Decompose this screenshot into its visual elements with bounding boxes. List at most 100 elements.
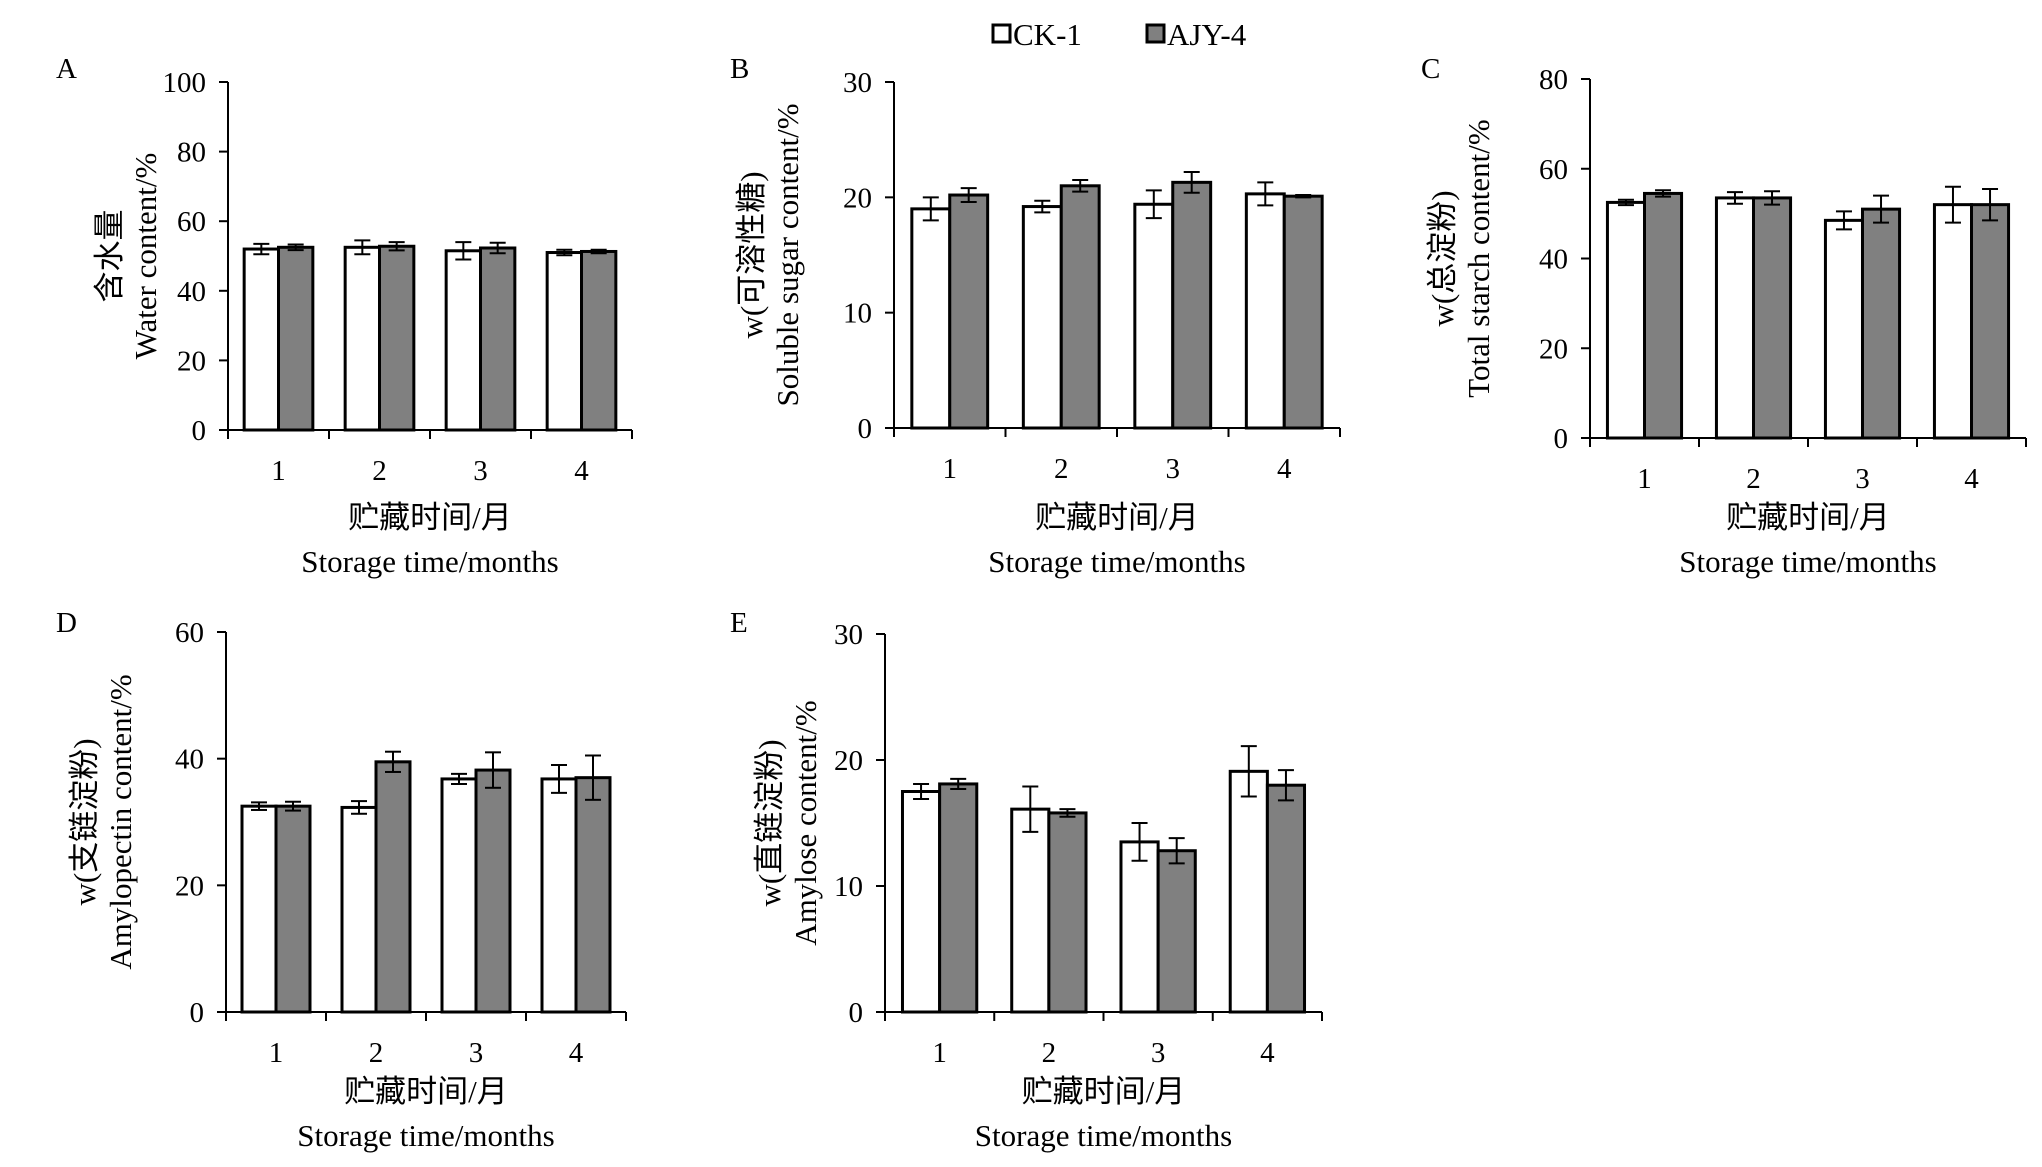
bar-ajy-4-month-3 [479, 246, 517, 432]
x-tick-label: 1 [271, 455, 286, 487]
y-axis-title-en: Total starch content/% [1461, 119, 1496, 397]
chart-panel-e: E 0 10 20 30 1 2 3 4 贮藏时间/月 Storage time/months w(直… [730, 607, 1323, 1153]
y-tick-label: 40 [177, 276, 206, 308]
y-tick-label: 20 [175, 870, 204, 902]
x-tick-label: 1 [269, 1037, 284, 1069]
panel-letter: D [56, 607, 77, 639]
bar-ajy-4-month-2 [1059, 184, 1101, 430]
x-tick-label: 1 [1637, 463, 1652, 495]
bar-ck-1-month-1 [1605, 200, 1646, 440]
x-axis-title-cn: 贮藏时间/月 [1022, 1074, 1186, 1109]
y-axis-title: w(总淀粉)Total starch content/% [1425, 119, 1496, 397]
bar-ck-1-month-2 [1021, 205, 1063, 430]
bar-ck-1-month-2 [1714, 196, 1755, 440]
y-tick-label: 0 [849, 997, 864, 1029]
y-axis-title: 含水量Water content/% [92, 153, 163, 360]
x-axis-title-en: Storage time/months [297, 1118, 554, 1153]
x-tick-label: 2 [1042, 1037, 1057, 1069]
y-tick-label: 0 [190, 997, 205, 1029]
x-tick-label: 2 [372, 455, 387, 487]
x-axis-title-cn: 贮藏时间/月 [344, 1074, 508, 1109]
y-tick-label: 80 [1539, 64, 1568, 96]
bar-ck-1-month-3 [1823, 218, 1864, 440]
bar-ajy-4-month-2 [1752, 196, 1793, 440]
x-axis-title-en: Storage time/months [988, 544, 1245, 579]
y-tick-label: 60 [175, 617, 204, 649]
y-axis-title-en: Soluble sugar content/% [770, 103, 805, 406]
y-tick-label: 20 [834, 745, 863, 777]
y-axis-title-cn: w(可溶性糖) [734, 171, 769, 338]
chart-panel-a: A 0 20 40 60 80 100 1 2 3 4 贮藏时间/月 Storage time/mont… [56, 53, 633, 579]
y-axis-title: w(直链淀粉)Amylose content/% [752, 700, 823, 945]
x-tick-label: 4 [574, 455, 589, 487]
y-axis-title-cn: 含水量 [92, 210, 127, 303]
y-axis-title-en: Amylopectin content/% [103, 674, 138, 969]
bar-ajy-4-month-1 [948, 193, 990, 430]
y-axis-title-en: Amylose content/% [788, 700, 823, 945]
bar-ck-1-month-4 [1228, 769, 1269, 1014]
bar-ajy-4-month-3 [474, 768, 512, 1014]
x-tick-label: 3 [473, 455, 488, 487]
bar-ajy-4-month-4 [574, 776, 612, 1014]
bar-ck-1-month-4 [1244, 192, 1286, 430]
y-axis-title-cn: w(支链淀粉) [67, 738, 102, 905]
bar-ajy-4-month-3 [1861, 207, 1902, 440]
y-tick-label: 20 [177, 345, 206, 377]
bar-ck-1-month-4 [545, 251, 583, 432]
chart-panel-d: D 0 20 40 60 1 2 3 4 贮藏时间/月 Storage time/months w(支… [56, 607, 627, 1153]
y-tick-label: 10 [843, 298, 872, 330]
bar-ck-1-month-3 [440, 777, 478, 1014]
x-tick-label: 4 [1260, 1037, 1275, 1069]
y-axis-title: w(支链淀粉)Amylopectin content/% [67, 674, 138, 969]
bar-ck-1-month-3 [1133, 202, 1175, 430]
chart-panel-b: B 0 10 20 30 1 2 3 4 贮藏时间/月 Storage time/months w(可… [730, 53, 1341, 579]
bar-ajy-4-month-2 [378, 244, 416, 432]
y-tick-label: 10 [834, 871, 863, 903]
bar-ck-1-month-3 [1119, 840, 1160, 1014]
bar-ck-1-month-1 [240, 804, 278, 1014]
bar-ajy-4-month-2 [374, 760, 412, 1014]
x-tick-label: 2 [1054, 453, 1069, 485]
panel-letter: A [56, 53, 77, 85]
legend-swatch-ajy4 [1145, 23, 1166, 44]
y-axis-title-en: Water content/% [128, 153, 163, 360]
bar-ajy-4-month-1 [938, 782, 979, 1014]
bar-ajy-4-month-1 [277, 245, 315, 432]
bar-ck-1-month-2 [343, 245, 382, 432]
panel-letter: E [730, 607, 748, 639]
x-tick-label: 3 [1166, 453, 1181, 485]
bar-ck-1-month-1 [910, 207, 952, 430]
x-tick-label: 3 [1151, 1037, 1166, 1069]
x-axis-title-en: Storage time/months [1679, 544, 1936, 579]
y-tick-label: 0 [858, 413, 873, 445]
panel-letter: C [1421, 53, 1440, 85]
x-axis-title-en: Storage time/months [975, 1118, 1232, 1153]
bar-ck-1-month-3 [444, 249, 483, 432]
bar-ck-1-month-4 [540, 777, 578, 1014]
bar-ck-1-month-4 [1932, 203, 1973, 440]
bar-ajy-4-month-4 [580, 249, 618, 432]
y-tick-label: 20 [843, 182, 872, 214]
y-tick-label: 20 [1539, 333, 1568, 365]
legend-label-ck1: CK-1 [1013, 17, 1082, 52]
y-axis-title-cn: w(直链淀粉) [752, 739, 787, 906]
x-tick-label: 4 [569, 1037, 584, 1069]
x-axis-title-en: Storage time/months [301, 544, 558, 579]
y-tick-label: 30 [834, 619, 863, 651]
bar-ajy-4-month-3 [1171, 180, 1213, 430]
x-axis-title-cn: 贮藏时间/月 [348, 500, 512, 535]
bar-ck-1-month-2 [1010, 807, 1051, 1014]
x-axis-title-cn: 贮藏时间/月 [1035, 500, 1199, 535]
legend-swatch-ck1 [991, 23, 1012, 44]
y-tick-label: 30 [843, 67, 872, 99]
x-tick-label: 3 [469, 1037, 484, 1069]
legend: CK-1 AJY-4 [991, 17, 1247, 52]
y-tick-label: 80 [177, 137, 206, 169]
y-tick-label: 0 [1554, 423, 1569, 455]
x-tick-label: 3 [1855, 463, 1870, 495]
bar-ajy-4-month-4 [1265, 783, 1307, 1014]
y-tick-label: 60 [1539, 154, 1568, 186]
y-tick-label: 40 [1539, 244, 1568, 276]
x-axis-title-cn: 贮藏时间/月 [1726, 500, 1890, 535]
